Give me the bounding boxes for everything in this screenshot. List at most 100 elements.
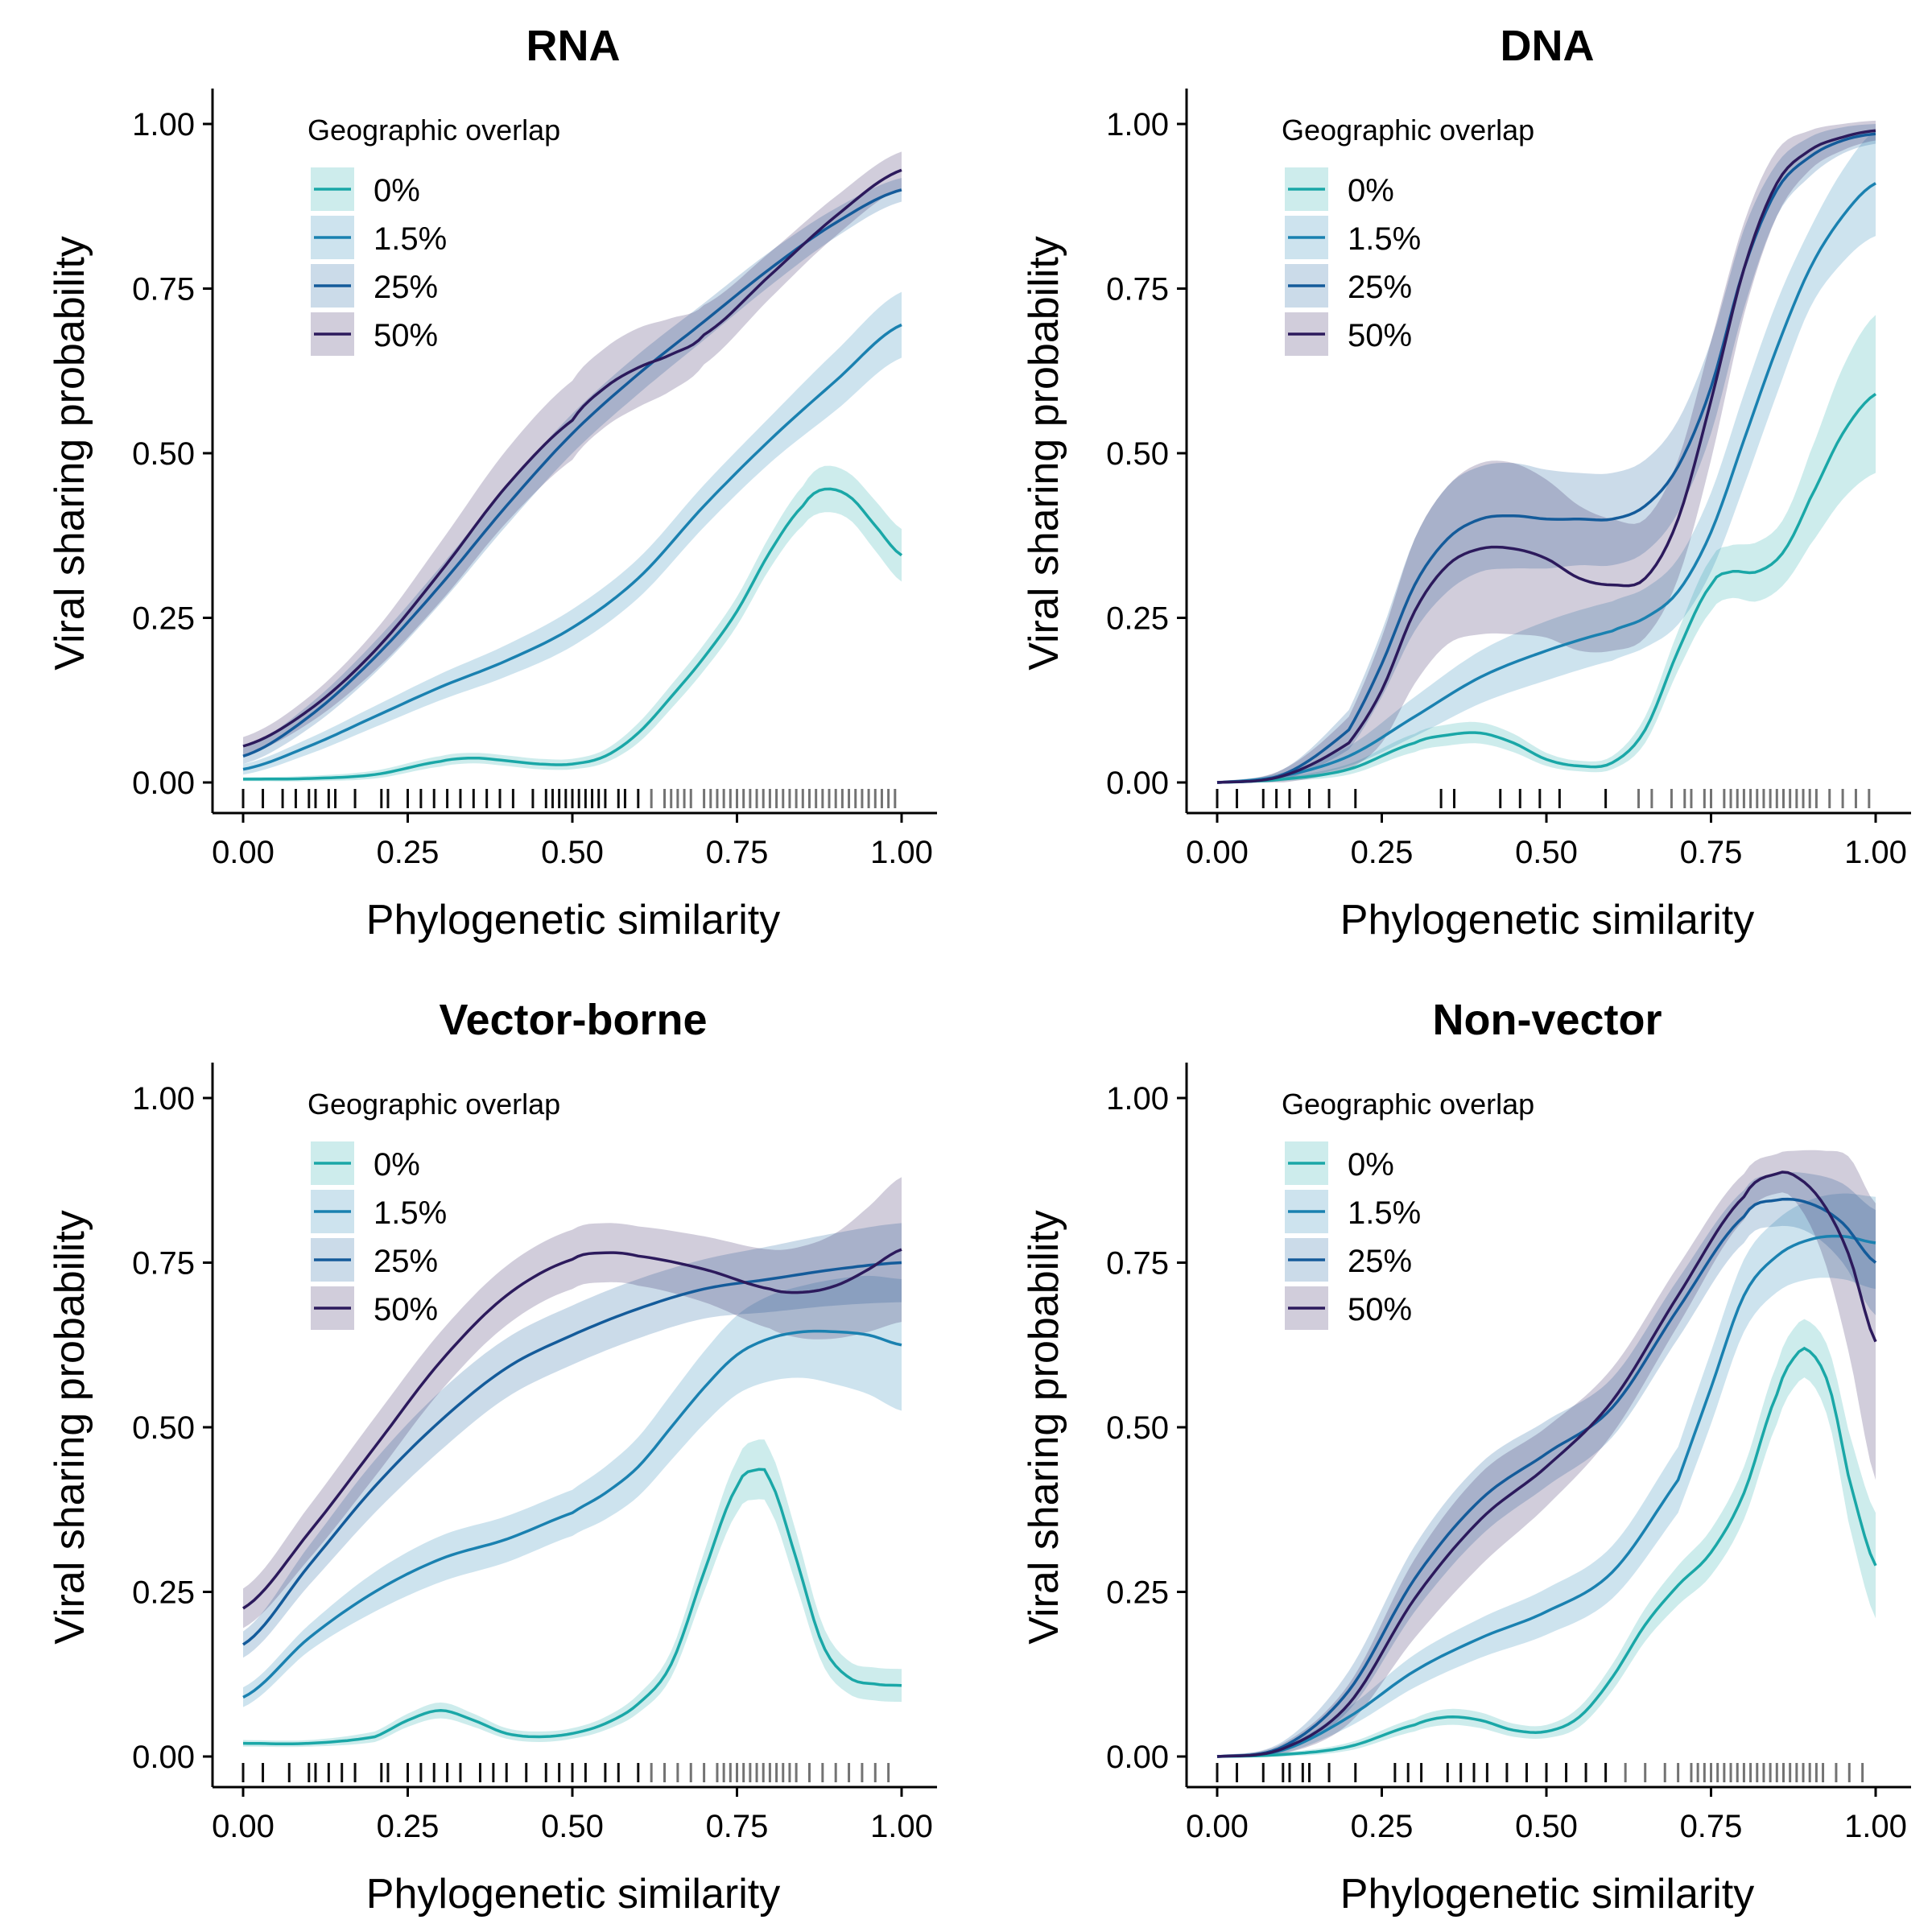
series-group xyxy=(242,151,903,782)
panel-dna: DNA 0.00 0.00 0.25 0.25 0.50 0.50 0.75 0.75 1.00 1… xyxy=(1021,22,1911,943)
legend-title: Geographic overlap xyxy=(308,114,560,147)
confidence-band-25pct xyxy=(243,1223,902,1658)
confidence-band-0pct xyxy=(243,465,902,782)
x-tick-label: 0.75 xyxy=(1680,835,1743,870)
legend-label: 25% xyxy=(374,1244,438,1279)
legend-label: 0% xyxy=(374,173,420,208)
series-line-50pct xyxy=(242,168,902,748)
x-tick-label: 0.00 xyxy=(212,1809,275,1844)
x-tick-label: 0.00 xyxy=(1186,1809,1249,1844)
series-line-25pct xyxy=(1216,132,1876,784)
series-line-50pct xyxy=(1216,129,1876,784)
x-tick-label: 1.00 xyxy=(870,835,933,870)
legend-label: 1.5% xyxy=(1348,221,1421,257)
x-tick-label: 0.75 xyxy=(1680,1809,1743,1844)
y-tick-label: 0.00 xyxy=(132,1740,195,1775)
y-tick-label: 0.75 xyxy=(132,1246,195,1282)
series-line-25pct xyxy=(242,188,902,758)
legend-label: 25% xyxy=(1348,1244,1412,1279)
y-tick-label: 0.75 xyxy=(1106,272,1169,308)
confidence-band-0pct xyxy=(1217,1319,1876,1757)
x-tick-label: 0.25 xyxy=(1351,1809,1414,1844)
series-line-0pct xyxy=(1216,1346,1877,1758)
legend-label: 0% xyxy=(1348,1147,1394,1183)
panel-title: DNA xyxy=(1501,22,1595,70)
legend-title: Geographic overlap xyxy=(1282,1088,1534,1121)
series-line-1-5pct xyxy=(1216,182,1876,784)
series-line-25pct xyxy=(242,1261,902,1646)
legend-label: 50% xyxy=(374,1292,438,1327)
panel-non-vector: Non-vector 0.00 0.00 0.25 0.25 0.50 0.50 0.75 0.… xyxy=(1021,996,1911,1918)
y-tick-label: 0.50 xyxy=(132,436,195,472)
y-tick-label: 0.25 xyxy=(132,601,195,637)
series-line-1-5pct xyxy=(242,1329,902,1699)
y-axis-title: Viral sharing probability xyxy=(1021,236,1067,671)
legend: Geographic overlap 0% 1.5% 25% 50% xyxy=(308,114,560,356)
legend-label: 25% xyxy=(374,270,438,305)
y-tick-label: 0.50 xyxy=(132,1410,195,1446)
series-line-1-5pct xyxy=(242,323,902,771)
legend-label: 1.5% xyxy=(1348,1195,1421,1231)
legend-title: Geographic overlap xyxy=(308,1088,560,1121)
y-tick-label: 1.00 xyxy=(1106,107,1169,142)
confidence-band-50pct xyxy=(243,1177,902,1629)
legend-label: 25% xyxy=(1348,270,1412,305)
series-line-1-5pct xyxy=(1216,1234,1876,1758)
series-group xyxy=(1216,1150,1877,1758)
rug xyxy=(242,789,897,808)
x-tick-label: 0.75 xyxy=(706,1809,769,1844)
confidence-band-1-5pct xyxy=(243,1275,902,1707)
legend-label: 50% xyxy=(1348,318,1412,353)
panel-title: Vector-borne xyxy=(439,996,707,1044)
y-tick-label: 0.25 xyxy=(132,1575,195,1611)
series-line-25pct xyxy=(1216,1197,1877,1758)
y-tick-label: 0.25 xyxy=(1106,601,1169,637)
y-tick-label: 0.50 xyxy=(1106,436,1169,472)
y-tick-label: 0.00 xyxy=(132,766,195,801)
x-tick-label: 1.00 xyxy=(870,1809,933,1844)
confidence-band-25pct xyxy=(243,178,902,765)
confidence-band-50pct xyxy=(243,151,902,756)
series-group xyxy=(1216,120,1877,784)
legend-title: Geographic overlap xyxy=(1282,114,1534,147)
x-tick-label: 0.25 xyxy=(1351,835,1414,870)
series-line-50pct xyxy=(242,1248,902,1610)
y-tick-label: 0.00 xyxy=(1106,1740,1169,1775)
x-tick-label: 0.25 xyxy=(377,1809,440,1844)
confidence-band-0pct xyxy=(1217,315,1876,782)
x-tick-label: 0.50 xyxy=(541,835,604,870)
legend-label: 0% xyxy=(374,1147,420,1183)
rug xyxy=(242,1763,890,1782)
x-axis-title: Phylogenetic similarity xyxy=(366,897,780,943)
y-tick-label: 1.00 xyxy=(1106,1081,1169,1117)
y-tick-label: 0.75 xyxy=(1106,1246,1169,1282)
x-tick-label: 0.00 xyxy=(1186,835,1249,870)
y-tick-label: 1.00 xyxy=(132,107,195,142)
legend: Geographic overlap 0% 1.5% 25% 50% xyxy=(308,1088,560,1330)
series-line-0pct xyxy=(243,487,903,781)
series-line-0pct xyxy=(242,1468,902,1745)
legend-label: 50% xyxy=(374,318,438,353)
x-axis-title: Phylogenetic similarity xyxy=(1340,1871,1754,1918)
panel-title: Non-vector xyxy=(1432,996,1662,1044)
y-tick-label: 0.25 xyxy=(1106,1575,1169,1611)
y-tick-label: 0.75 xyxy=(132,272,195,308)
y-tick-label: 1.00 xyxy=(132,1081,195,1117)
x-tick-label: 1.00 xyxy=(1844,1809,1907,1844)
series-line-0pct xyxy=(1216,392,1877,784)
legend-label: 0% xyxy=(1348,173,1394,208)
legend-label: 1.5% xyxy=(374,1195,447,1231)
legend-label: 1.5% xyxy=(374,221,447,257)
panel-title: RNA xyxy=(526,22,621,70)
x-axis-title: Phylogenetic similarity xyxy=(1340,897,1754,943)
rug xyxy=(1216,1763,1864,1782)
x-tick-label: 1.00 xyxy=(1844,835,1907,870)
x-axis-title: Phylogenetic similarity xyxy=(366,1871,780,1918)
legend: Geographic overlap 0% 1.5% 25% 50% xyxy=(1282,114,1534,356)
confidence-band-1-5pct xyxy=(1217,1193,1876,1757)
y-axis-title: Viral sharing probability xyxy=(1021,1210,1067,1645)
legend: Geographic overlap 0% 1.5% 25% 50% xyxy=(1282,1088,1534,1330)
y-axis-title: Viral sharing probability xyxy=(47,1210,93,1645)
confidence-band-25pct xyxy=(1217,1172,1876,1757)
